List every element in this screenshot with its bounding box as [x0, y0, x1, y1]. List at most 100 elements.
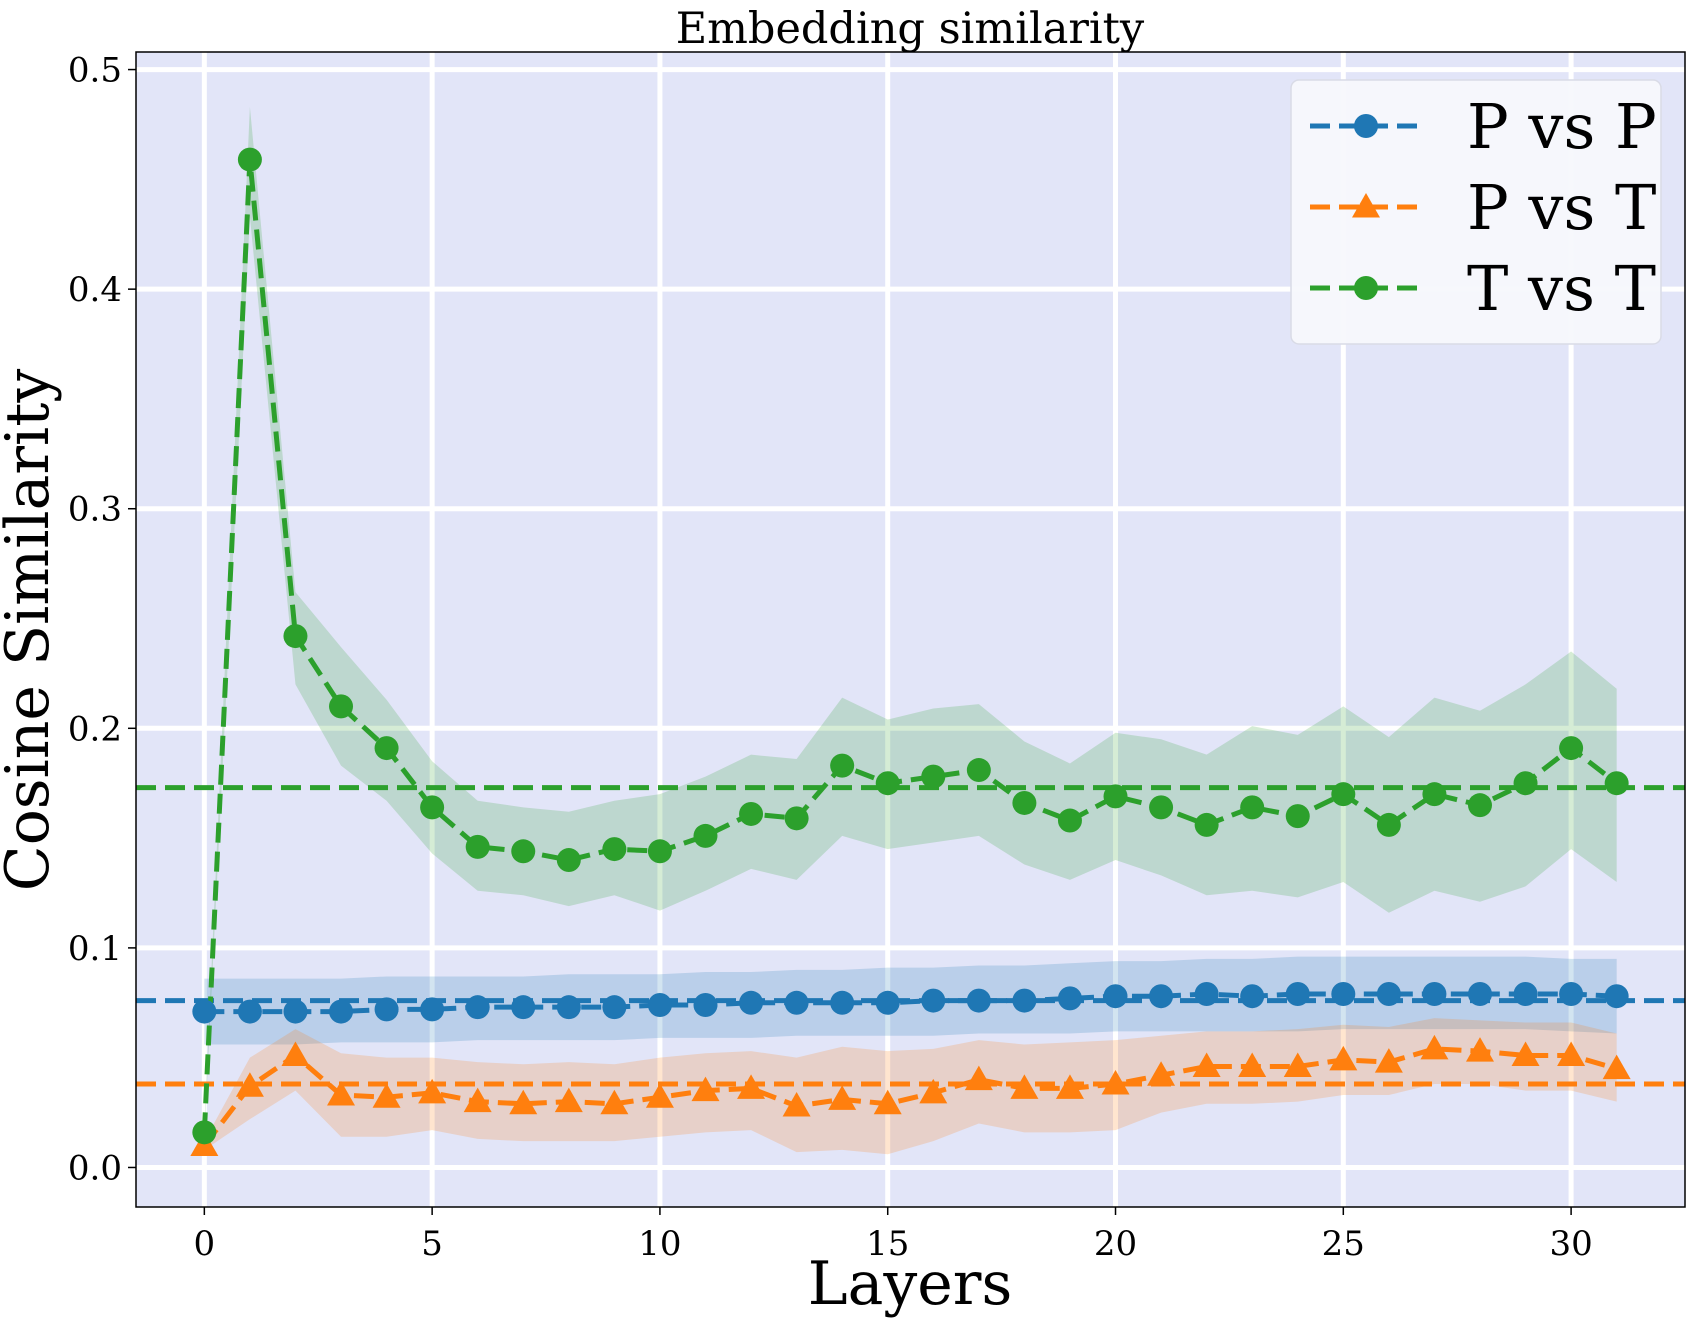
legend-label-t-vs-t: T vs T	[1467, 252, 1656, 325]
point-t-vs-t	[1559, 736, 1584, 761]
point-t-vs-t	[875, 771, 900, 796]
point-p-vs-p	[1331, 982, 1356, 1007]
point-p-vs-t	[281, 1041, 310, 1066]
x-axis-title: Layers	[808, 1249, 1013, 1319]
legend-label-p-vs-t: P vs T	[1467, 171, 1656, 244]
y-tick-label: 0.5	[68, 51, 122, 91]
point-p-vs-t	[509, 1089, 538, 1115]
point-p-vs-p	[966, 988, 991, 1013]
point-t-vs-t	[1149, 795, 1174, 820]
y-tick-label: 0.3	[68, 490, 122, 530]
point-p-vs-p	[1240, 984, 1265, 1009]
band-p-vs-t	[204, 1018, 1617, 1155]
point-p-vs-p	[1559, 982, 1584, 1007]
y-axis-title: Cosine Similarity	[0, 369, 63, 892]
point-p-vs-t	[327, 1081, 356, 1106]
x-tick-label: 15	[866, 1224, 909, 1264]
point-t-vs-t	[1376, 812, 1401, 837]
point-p-vs-p	[1604, 984, 1629, 1009]
point-t-vs-t	[192, 1120, 217, 1145]
point-p-vs-p	[875, 990, 900, 1015]
point-p-vs-p	[602, 995, 627, 1020]
y-tick-label: 0.1	[68, 929, 122, 969]
confidence-bands	[204, 106, 1617, 1155]
point-p-vs-p	[283, 999, 308, 1024]
point-p-vs-t	[1465, 1037, 1494, 1062]
point-p-vs-t	[1101, 1070, 1130, 1095]
point-t-vs-t	[374, 736, 399, 761]
point-t-vs-t	[602, 837, 627, 862]
point-p-vs-t	[1147, 1061, 1176, 1086]
legend-label-p-vs-p: P vs P	[1467, 90, 1657, 163]
point-p-vs-p	[1376, 982, 1401, 1007]
point-t-vs-t	[1240, 795, 1265, 820]
point-p-vs-t	[235, 1072, 264, 1097]
point-p-vs-p	[237, 999, 262, 1024]
point-p-vs-p	[1012, 988, 1037, 1013]
point-t-vs-t	[1012, 790, 1037, 815]
point-p-vs-t	[418, 1078, 447, 1104]
legend-box	[1290, 79, 1662, 345]
point-p-vs-p	[192, 999, 217, 1024]
point-t-vs-t	[329, 694, 354, 719]
legend-marker-p-vs-t	[1352, 193, 1380, 218]
x-tick-label: 0	[194, 1224, 216, 1264]
point-p-vs-p	[329, 999, 354, 1024]
point-p-vs-t	[1010, 1074, 1039, 1099]
point-p-vs-p	[1422, 982, 1447, 1007]
point-p-vs-t	[737, 1074, 766, 1099]
point-p-vs-t	[600, 1089, 629, 1115]
point-t-vs-t	[693, 823, 718, 848]
point-p-vs-p	[647, 992, 672, 1017]
point-t-vs-t	[420, 795, 445, 820]
point-t-vs-t	[784, 806, 809, 831]
point-t-vs-t	[1194, 812, 1219, 837]
point-p-vs-t	[645, 1083, 674, 1108]
line-p-vs-t	[202, 1046, 1618, 1148]
y-axis-ticks: 0.0 0.1 0.2 0.3 0.4 0.5	[68, 51, 136, 1188]
point-p-vs-t	[1192, 1052, 1221, 1077]
plot-frame	[135, 51, 1686, 1208]
point-t-vs-t	[830, 753, 855, 778]
point-t-vs-t	[237, 147, 262, 172]
y-tick-label: 0.4	[68, 270, 122, 310]
point-p-vs-t	[1055, 1074, 1084, 1099]
point-p-vs-t	[1238, 1052, 1267, 1077]
point-t-vs-t	[1103, 784, 1128, 809]
point-p-vs-p	[693, 992, 718, 1017]
chart-title: Embedding similarity	[676, 4, 1145, 54]
point-p-vs-p	[1467, 982, 1492, 1007]
band-t-vs-t	[204, 106, 1617, 1137]
legend-marker-t-vs-t	[1354, 276, 1378, 300]
point-t-vs-t	[283, 624, 308, 649]
x-tick-label: 5	[421, 1224, 443, 1264]
point-t-vs-t	[1467, 793, 1492, 818]
point-p-vs-p	[1149, 984, 1174, 1009]
x-axis-ticks: 0 5 10 15 20 25 30	[194, 1207, 1593, 1264]
point-p-vs-p	[511, 995, 536, 1020]
point-p-vs-p	[1513, 982, 1538, 1007]
point-p-vs-p	[739, 990, 764, 1015]
point-t-vs-t	[1604, 771, 1629, 796]
series-markers	[190, 147, 1631, 1157]
point-p-vs-t	[554, 1087, 583, 1113]
point-p-vs-t	[782, 1091, 811, 1117]
y-tick-label: 0.0	[68, 1148, 122, 1188]
point-t-vs-t	[1331, 782, 1356, 807]
point-p-vs-t	[1511, 1041, 1540, 1066]
point-t-vs-t	[739, 801, 764, 826]
point-t-vs-t	[966, 758, 991, 783]
x-tick-label: 30	[1549, 1224, 1592, 1264]
point-p-vs-t	[463, 1087, 492, 1113]
point-p-vs-p	[784, 990, 809, 1015]
point-t-vs-t	[921, 764, 946, 789]
point-t-vs-t	[1513, 771, 1538, 796]
point-p-vs-t	[919, 1078, 948, 1104]
point-t-vs-t	[556, 848, 581, 873]
point-t-vs-t	[1422, 782, 1447, 807]
point-p-vs-t	[1602, 1054, 1631, 1080]
x-tick-label: 25	[1322, 1224, 1365, 1264]
point-t-vs-t	[1057, 808, 1082, 833]
point-p-vs-t	[691, 1076, 720, 1102]
